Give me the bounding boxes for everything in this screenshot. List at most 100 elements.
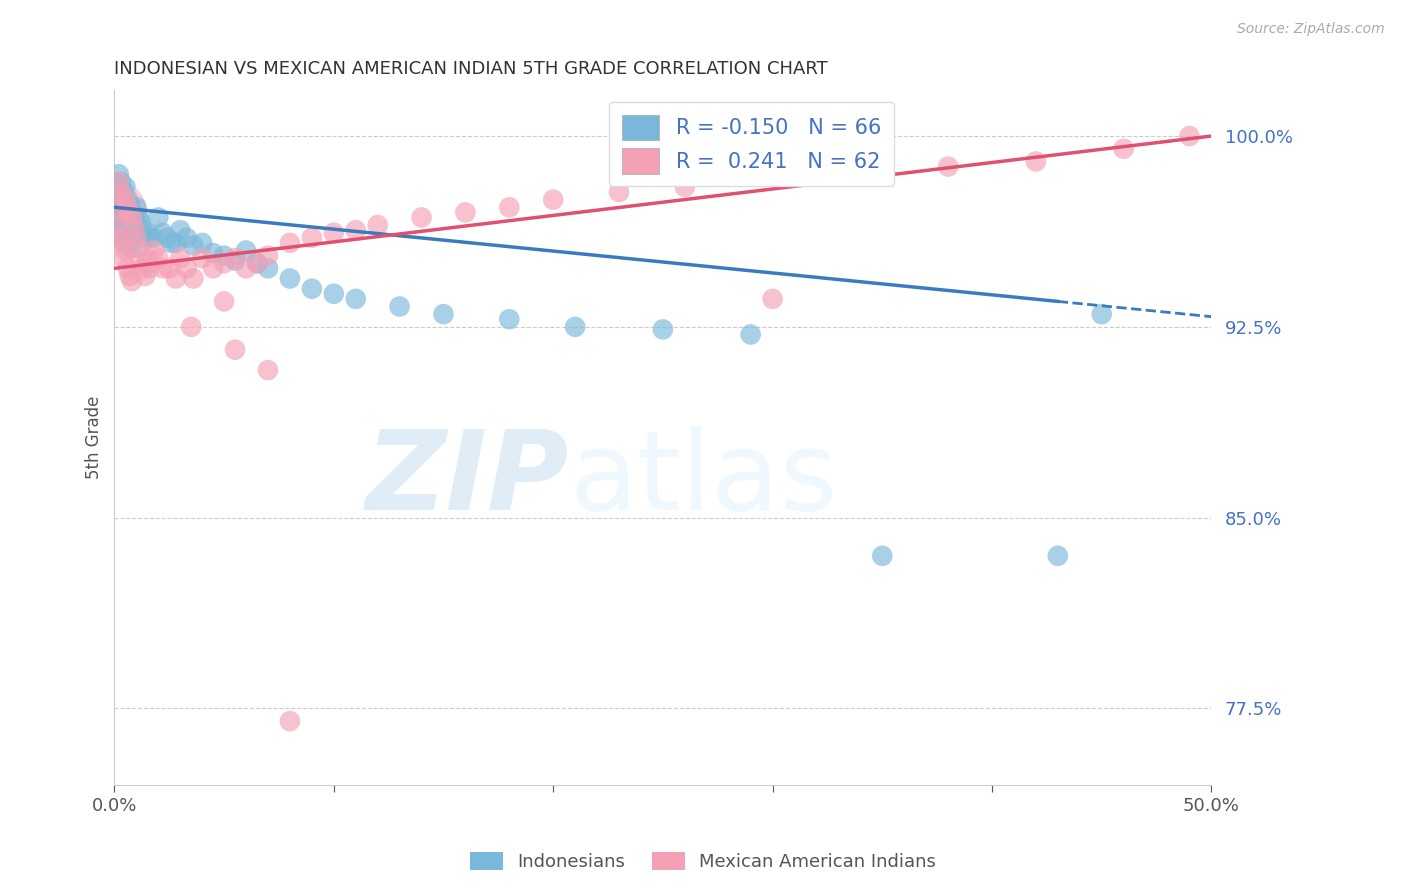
Text: atlas: atlas <box>569 425 838 533</box>
Point <box>107 200 129 214</box>
Point <box>278 714 301 728</box>
Point <box>278 271 301 285</box>
Point <box>114 180 136 194</box>
Point <box>498 312 520 326</box>
Point <box>1025 154 1047 169</box>
Point <box>849 164 872 178</box>
Point <box>872 549 894 563</box>
Point <box>257 261 280 276</box>
Point <box>118 198 141 212</box>
Point <box>114 200 136 214</box>
Text: INDONESIAN VS MEXICAN AMERICAN INDIAN 5TH GRADE CORRELATION CHART: INDONESIAN VS MEXICAN AMERICAN INDIAN 5T… <box>114 60 828 78</box>
Point <box>110 175 132 189</box>
Point <box>105 193 128 207</box>
Point <box>107 175 129 189</box>
Point <box>257 249 280 263</box>
Point <box>107 167 129 181</box>
Point <box>118 235 141 250</box>
Point <box>122 220 145 235</box>
Point <box>183 271 205 285</box>
Point <box>257 363 280 377</box>
Point <box>114 244 136 258</box>
Point <box>129 215 152 229</box>
Point <box>118 268 141 283</box>
Point <box>740 327 762 342</box>
Point <box>212 256 235 270</box>
Point <box>107 218 129 232</box>
Point <box>125 231 148 245</box>
Point <box>105 193 128 207</box>
Point <box>673 180 696 194</box>
Point <box>121 223 143 237</box>
Point <box>117 231 139 245</box>
Point <box>125 223 148 237</box>
Point <box>156 231 179 245</box>
Point <box>761 292 783 306</box>
Point <box>165 271 187 285</box>
Point <box>1046 549 1069 563</box>
Point <box>322 286 344 301</box>
Point <box>202 261 225 276</box>
Point <box>117 261 139 276</box>
Point <box>761 169 783 184</box>
Point <box>114 193 136 207</box>
Point <box>122 231 145 245</box>
Point <box>498 200 520 214</box>
Point <box>129 256 152 270</box>
Point <box>152 261 174 276</box>
Point <box>112 205 135 219</box>
Point <box>1112 142 1135 156</box>
Point <box>103 205 125 219</box>
Point <box>142 244 165 258</box>
Point <box>344 292 367 306</box>
Text: ZIP: ZIP <box>366 425 569 533</box>
Point <box>176 231 198 245</box>
Point <box>936 160 959 174</box>
Point <box>114 218 136 232</box>
Point <box>212 249 235 263</box>
Point <box>132 223 155 237</box>
Point <box>322 226 344 240</box>
Point <box>148 211 170 225</box>
Point <box>183 238 205 252</box>
Point <box>134 231 156 245</box>
Point <box>160 235 183 250</box>
Point <box>121 205 143 219</box>
Point <box>122 211 145 225</box>
Point <box>148 251 170 265</box>
Point <box>454 205 477 219</box>
Point <box>121 274 143 288</box>
Point <box>117 213 139 227</box>
Point <box>107 185 129 199</box>
Point <box>110 235 132 250</box>
Point <box>136 226 159 240</box>
Point <box>191 251 214 265</box>
Point <box>301 231 323 245</box>
Point <box>1091 307 1114 321</box>
Legend: R = -0.150   N = 66, R =  0.241   N = 62: R = -0.150 N = 66, R = 0.241 N = 62 <box>609 102 894 186</box>
Point <box>301 282 323 296</box>
Point <box>118 215 141 229</box>
Point <box>110 211 132 225</box>
Point <box>432 307 454 321</box>
Point <box>110 185 132 199</box>
Point <box>564 319 586 334</box>
Point <box>121 241 143 255</box>
Point <box>541 193 564 207</box>
Point <box>169 251 191 265</box>
Point <box>110 193 132 207</box>
Point <box>134 268 156 283</box>
Y-axis label: 5th Grade: 5th Grade <box>86 396 103 479</box>
Point <box>607 185 630 199</box>
Point <box>125 200 148 214</box>
Point <box>117 200 139 214</box>
Point <box>132 261 155 276</box>
Point <box>138 231 160 245</box>
Text: Source: ZipAtlas.com: Source: ZipAtlas.com <box>1237 22 1385 37</box>
Point <box>235 244 257 258</box>
Point <box>212 294 235 309</box>
Point <box>169 223 191 237</box>
Point <box>246 256 269 270</box>
Point <box>112 223 135 237</box>
Point <box>246 256 269 270</box>
